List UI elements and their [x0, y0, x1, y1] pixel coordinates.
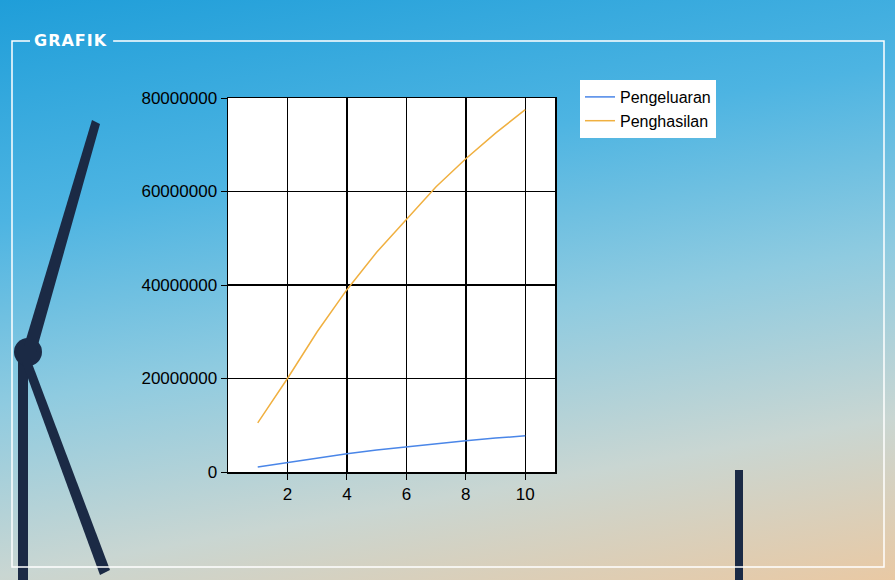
svg-text:Pengeluaran: Pengeluaran [620, 89, 711, 106]
svg-text:0: 0 [208, 463, 217, 482]
svg-text:8: 8 [461, 485, 470, 504]
svg-text:10: 10 [516, 485, 535, 504]
svg-text:60000000: 60000000 [141, 182, 217, 201]
svg-text:40000000: 40000000 [141, 276, 217, 295]
svg-text:20000000: 20000000 [141, 369, 217, 388]
svg-text:2: 2 [283, 485, 292, 504]
html-text:GRAFIK: GRAFIK [34, 31, 108, 50]
svg-text:Penghasilan: Penghasilan [620, 113, 708, 130]
svg-text:4: 4 [342, 485, 351, 504]
svg-text:6: 6 [402, 485, 411, 504]
svg-text:80000000: 80000000 [141, 89, 217, 108]
